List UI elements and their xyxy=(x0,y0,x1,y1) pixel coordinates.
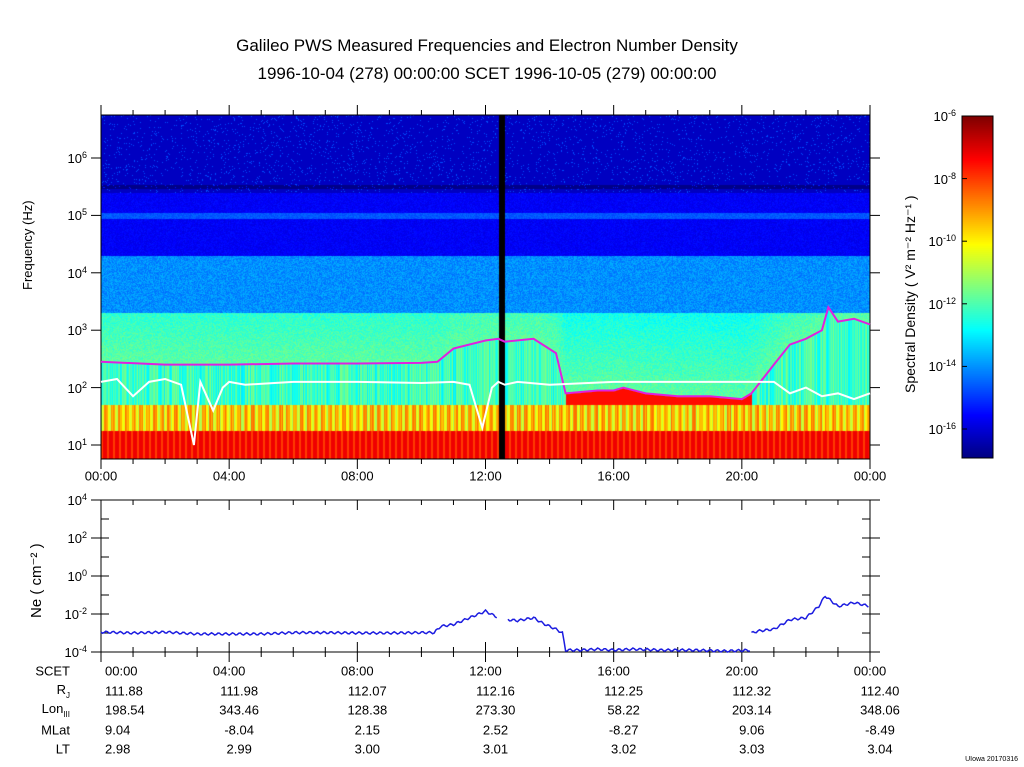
plasma-frequency-line xyxy=(100,304,871,401)
frequency-tick-label: 104 xyxy=(67,264,87,281)
ephemeris-row-label: SCET xyxy=(35,663,70,679)
ephemeris-value: 111.98 xyxy=(220,683,259,698)
ephemeris-value: 00:00 xyxy=(105,663,138,679)
ephemeris-row-label: LT xyxy=(55,741,70,757)
density-frame xyxy=(100,499,871,653)
colorbar-label: Spectral Density ( V² m⁻² Hz⁻¹ ) xyxy=(902,195,918,393)
ephemeris-row-label: LonIII xyxy=(41,701,70,719)
ephemeris-value: 112.40 xyxy=(860,683,900,698)
ephemeris-value: 112.07 xyxy=(347,683,387,698)
colorbar-frame xyxy=(961,115,994,459)
colorbar-tick-label: 10-6 xyxy=(933,107,956,125)
colorbar-tick-label: 10-12 xyxy=(928,295,956,312)
ephemeris-value: 128.38 xyxy=(347,702,388,718)
ephemeris-value: 348.06 xyxy=(860,702,900,718)
time-tick-label: 04:00 xyxy=(212,468,246,484)
colorbar-tick-label: 10-16 xyxy=(928,420,956,438)
density-tick-label: 104 xyxy=(67,491,87,509)
ephemeris-value: 3.00 xyxy=(354,741,380,757)
frequency-tick-label: 102 xyxy=(67,379,87,396)
ephemeris-value: 16:00 xyxy=(597,663,630,679)
ephemeris-value: 111.88 xyxy=(105,683,143,698)
frequency-axis-label: Frequency (Hz) xyxy=(20,200,35,290)
density-tick-label: 102 xyxy=(67,529,87,547)
colorbar-tick-label: 10-10 xyxy=(928,233,956,250)
ephemeris-value: 20:00 xyxy=(725,663,759,679)
ephemeris-value: 9.04 xyxy=(105,722,131,737)
ephemeris-value: 343.46 xyxy=(219,702,260,718)
electron-density-line xyxy=(751,595,869,634)
colorbar-tick-label: 10-14 xyxy=(928,358,956,375)
frequency-tick-label: 105 xyxy=(67,207,87,224)
density-axis-label: Ne ( cm⁻² ) xyxy=(28,543,45,618)
ephemeris-value: 2.98 xyxy=(105,741,131,757)
chart-subtitle: 1996-10-04 (278) 00:00:00 SCET 1996-10-0… xyxy=(257,64,717,83)
ephemeris-value: 2.52 xyxy=(482,722,509,737)
ephemeris-value: 203.14 xyxy=(731,702,772,718)
ephemeris-value: 2.99 xyxy=(226,741,252,757)
density-tick-label: 10-4 xyxy=(64,643,87,661)
ephemeris-value: 112.25 xyxy=(604,683,644,698)
ephemeris-value: 3.02 xyxy=(611,741,637,757)
ephemeris-value: 3.01 xyxy=(482,741,509,757)
credit-text: UIowa 20170316 xyxy=(965,756,1018,763)
ephemeris-value: 3.03 xyxy=(739,741,765,757)
ephemeris-row-label: RJ xyxy=(56,681,70,700)
frequency-tick-label: 106 xyxy=(67,149,87,167)
chart-title: Galileo PWS Measured Frequencies and Ele… xyxy=(236,36,738,55)
ephemeris-value: 08:00 xyxy=(341,663,374,679)
electron-density-line xyxy=(507,616,750,653)
ephemeris-value: -8.27 xyxy=(608,722,639,737)
time-tick-label: 20:00 xyxy=(725,468,759,484)
ephemeris-value: 9.06 xyxy=(739,722,765,737)
time-tick-label: 00:00 xyxy=(853,468,887,484)
ephemeris-value: 273.30 xyxy=(475,702,516,718)
colorbar-tick-label: 10-8 xyxy=(933,170,956,187)
ephemeris-value: 00:00 xyxy=(853,663,887,679)
time-tick-label: 08:00 xyxy=(341,468,374,484)
ephemeris-row-label: MLat xyxy=(41,722,70,737)
ephemeris-value: 58.22 xyxy=(607,702,640,718)
density-tick-label: 10-2 xyxy=(64,605,87,623)
ephemeris-value: 112.32 xyxy=(732,683,772,698)
spectrogram-frame xyxy=(100,114,871,460)
ephemeris-value: 04:00 xyxy=(212,663,246,679)
ephemeris-value: 12:00 xyxy=(469,663,502,679)
colorbar-image xyxy=(962,116,993,458)
frequency-tick-label: 103 xyxy=(67,322,87,339)
density-tick-label: 100 xyxy=(67,567,87,585)
time-tick-label: 00:00 xyxy=(84,468,118,484)
spectrogram-image xyxy=(101,115,870,459)
ephemeris-value: 198.54 xyxy=(105,702,145,718)
ephemeris-value: -8.04 xyxy=(224,722,254,737)
time-tick-label: 16:00 xyxy=(597,468,630,484)
ephemeris-value: 3.04 xyxy=(867,741,893,757)
cyclotron-frequency-line xyxy=(100,377,871,446)
ephemeris-value: 2.15 xyxy=(354,722,380,737)
electron-density-line xyxy=(100,608,498,636)
ephemeris-value: 112.16 xyxy=(476,683,515,698)
time-tick-label: 12:00 xyxy=(469,468,502,484)
frequency-tick-label: 101 xyxy=(67,436,87,454)
ephemeris-value: -8.49 xyxy=(865,722,895,737)
